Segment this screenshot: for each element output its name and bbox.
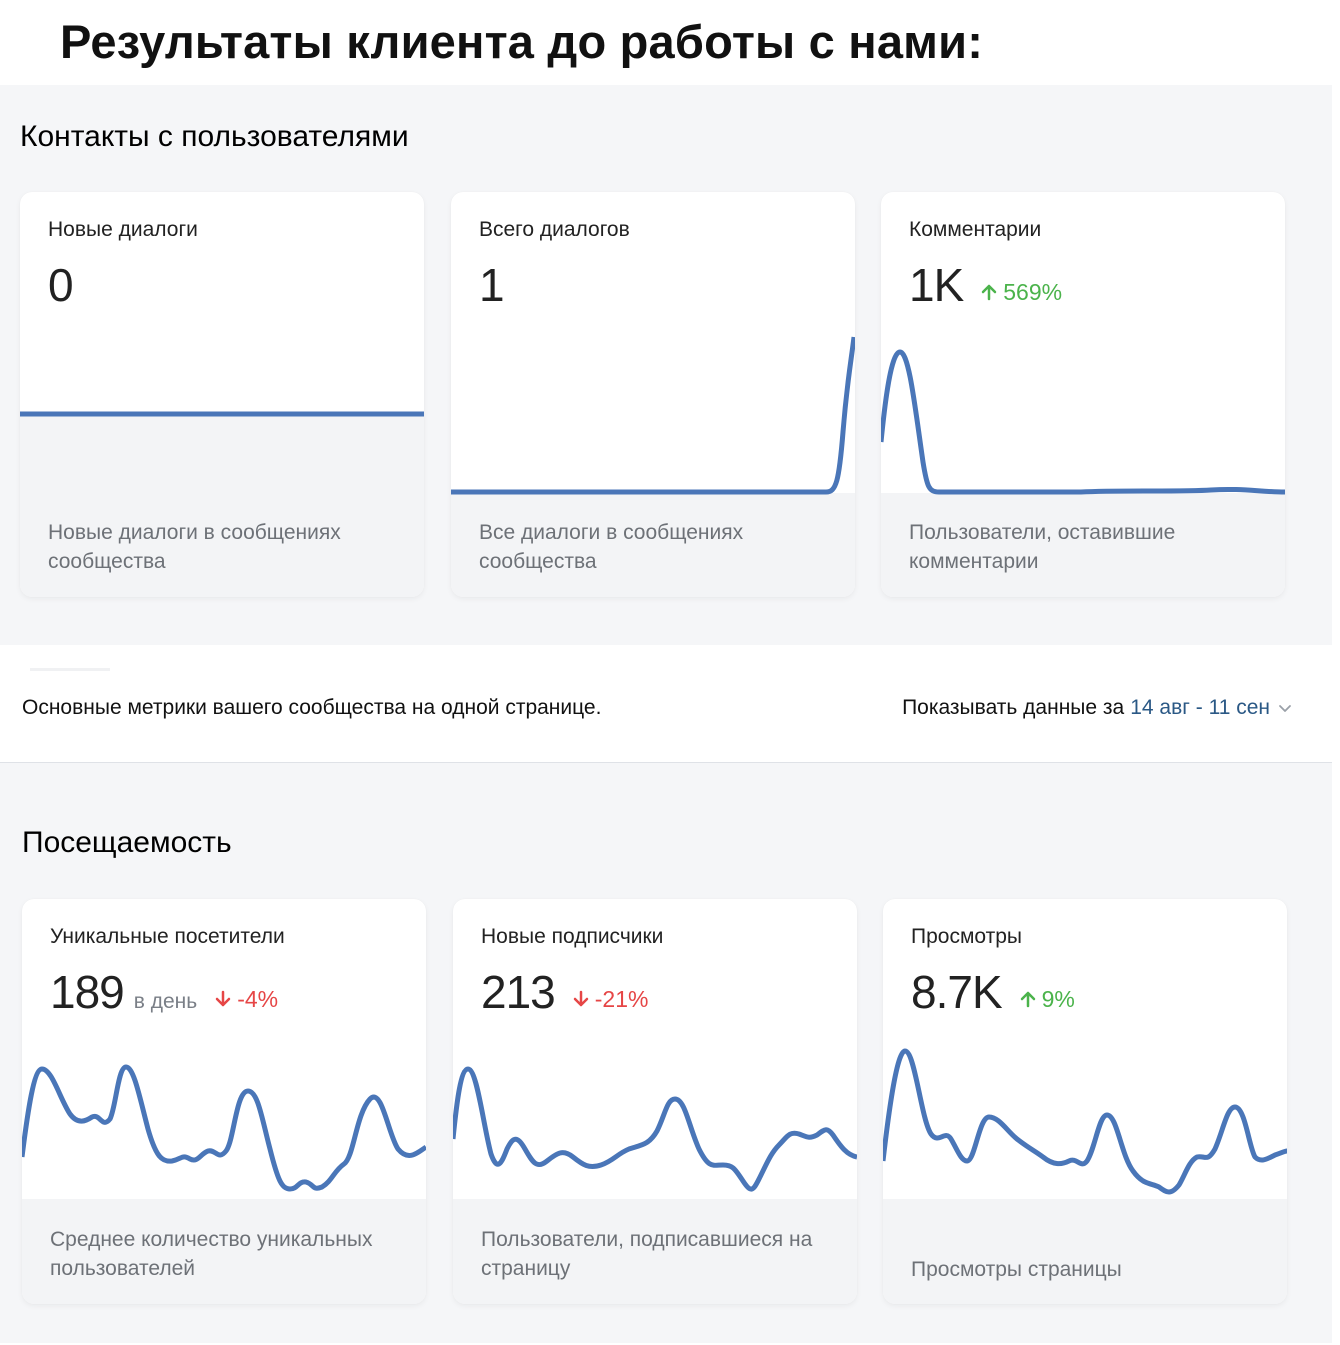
card-views[interactable]: Просмотры 8.7K 9% Просмотры страницы	[883, 899, 1287, 1304]
card-value: 0	[48, 259, 74, 311]
sparkline-total-dialogs	[451, 336, 855, 495]
card-value-row: 213 -21%	[481, 965, 648, 1019]
divider	[30, 668, 110, 671]
card-delta-value: -4%	[237, 985, 279, 1012]
metrics-caption: Основные метрики вашего сообщества на од…	[22, 696, 602, 719]
card-new-subscribers[interactable]: Новые подписчики 213 -21% Пользователи, …	[453, 899, 857, 1304]
card-lower-area	[453, 1199, 857, 1304]
card-new-dialogs[interactable]: Новые диалоги 0 Новые диалоги в сообщени…	[20, 192, 424, 597]
card-title: Уникальные посетители	[50, 925, 285, 948]
card-value: 1K	[909, 259, 964, 311]
sparkline-views	[883, 1048, 1287, 1195]
card-delta: 569%	[981, 279, 1062, 306]
chevron-down-icon[interactable]	[1278, 703, 1292, 713]
card-description: Пользователи, подписавшиеся на страницу	[481, 1228, 813, 1280]
card-delta: 9%	[1020, 986, 1075, 1013]
sparkline-new-dialogs	[20, 411, 424, 417]
arrow-up-icon	[982, 284, 997, 301]
card-total-dialogs[interactable]: Всего диалогов 1 Все диалоги в сообщения…	[451, 192, 855, 597]
card-title: Новые подписчики	[481, 925, 664, 948]
card-value: 1	[479, 259, 505, 311]
card-delta: -21%	[573, 985, 649, 1013]
card-comments[interactable]: Комментарии 1K 569% Пользователи, остави…	[881, 192, 1285, 597]
card-value-row: 1K 569%	[909, 258, 1062, 312]
sparkline-unique-visitors	[22, 1064, 426, 1192]
card-title: Просмотры	[911, 925, 1022, 948]
card-value: 189	[50, 966, 125, 1018]
card-value-row: 8.7K 9%	[911, 965, 1075, 1019]
card-lower-area	[883, 1199, 1287, 1304]
card-value: 213	[481, 966, 556, 1018]
arrow-up-icon	[1020, 991, 1035, 1008]
period-selector[interactable]: Показывать данные за 14 авг - 11 сен	[902, 696, 1292, 720]
section-title-attendance: Посещаемость	[22, 826, 232, 859]
card-delta: -4%	[215, 986, 278, 1013]
card-title: Всего диалогов	[479, 218, 630, 241]
card-value-row: 0	[48, 258, 74, 312]
card-description: Просмотры страницы	[911, 1258, 1122, 1281]
card-lower-area	[881, 493, 1285, 597]
attendance-section: Посещаемость Уникальные посетители 189 в…	[0, 762, 1332, 1343]
card-delta-value: 9%	[1041, 985, 1075, 1012]
card-lower-area	[20, 416, 424, 597]
card-description: Новые диалоги в сообщениях сообщества	[48, 521, 341, 573]
arrow-down-icon	[573, 990, 588, 1007]
card-title: Новые диалоги	[48, 218, 198, 241]
card-delta-value: 569%	[1003, 278, 1063, 305]
card-lower-area	[451, 493, 855, 597]
arrow-down-icon	[215, 990, 231, 1007]
period-label: Показывать данные за	[902, 696, 1125, 719]
card-description: Все диалоги в сообщениях сообщества	[479, 521, 744, 573]
card-unit: в день	[133, 990, 198, 1013]
card-delta-value: -21%	[594, 985, 649, 1012]
page-headline: Результаты клиента до работы с нами:	[60, 15, 984, 68]
card-value-row: 189 в день -4%	[50, 965, 278, 1019]
card-description: Среднее количество уникальных пользовате…	[50, 1228, 373, 1280]
card-value: 8.7K	[911, 966, 1003, 1018]
period-range[interactable]: 14 авг - 11 сен	[1130, 696, 1270, 719]
card-lower-area	[22, 1199, 426, 1304]
section-title-contacts: Контакты с пользователями	[20, 120, 409, 153]
sparkline-comments	[881, 349, 1285, 495]
card-unique-visitors[interactable]: Уникальные посетители 189 в день -4% Сре…	[22, 899, 426, 1304]
sparkline-new-subscribers	[453, 1066, 857, 1192]
contacts-section: Контакты с пользователями Новые диалоги …	[0, 85, 1332, 645]
card-title: Комментарии	[909, 218, 1042, 241]
card-description: Пользователи, оставившие комментарии	[909, 521, 1176, 573]
card-value-row: 1	[479, 258, 505, 312]
